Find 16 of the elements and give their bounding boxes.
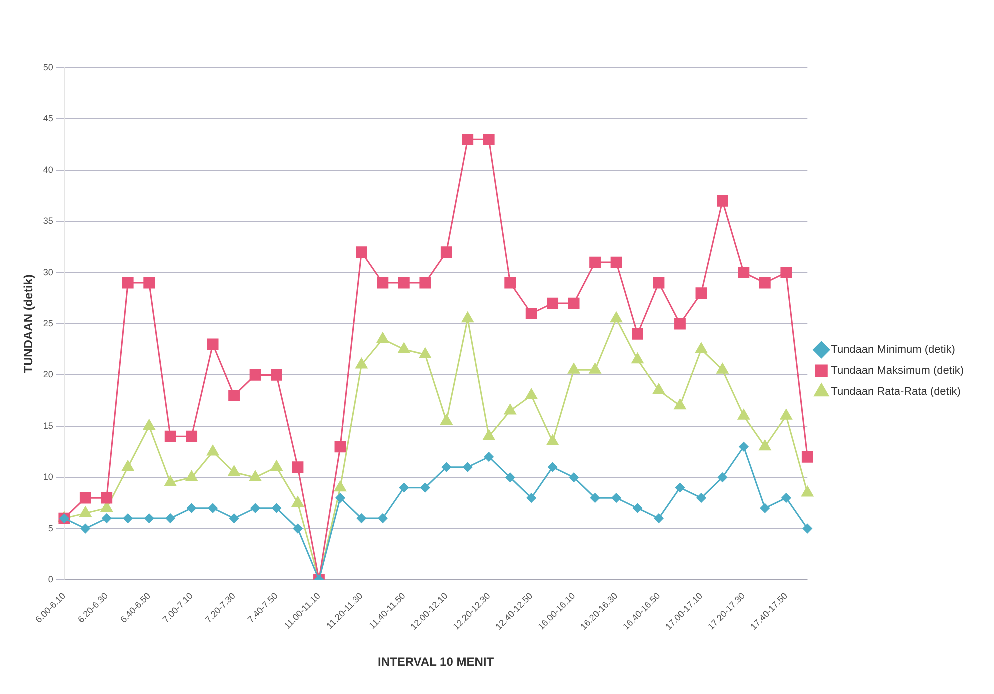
y-tick-label: 0	[48, 574, 54, 584]
legend-label: Tundaan Minimum (detik)	[831, 344, 956, 356]
y-axis-title: TUNDAAN (detik)	[22, 274, 36, 374]
y-tick-label: 45	[43, 114, 54, 124]
y-tick-label: 10	[43, 472, 54, 482]
y-tick-label: 25	[43, 318, 54, 328]
y-tick-label: 15	[43, 420, 54, 431]
y-tick-label: 5	[48, 523, 54, 534]
y-tick-label: 40	[43, 164, 54, 175]
legend-label: Tundaan Maksimum (detik)	[831, 365, 964, 378]
x-axis-title: INTERVAL 10 MENIT	[378, 655, 495, 670]
y-tick-label: 50	[43, 62, 54, 72]
y-tick-label: 20	[43, 370, 54, 380]
legend-label: Tundaan Rata-Rata (detik)	[831, 386, 961, 398]
y-tick-label: 30	[43, 267, 54, 278]
y-tick-label: 35	[43, 216, 54, 226]
